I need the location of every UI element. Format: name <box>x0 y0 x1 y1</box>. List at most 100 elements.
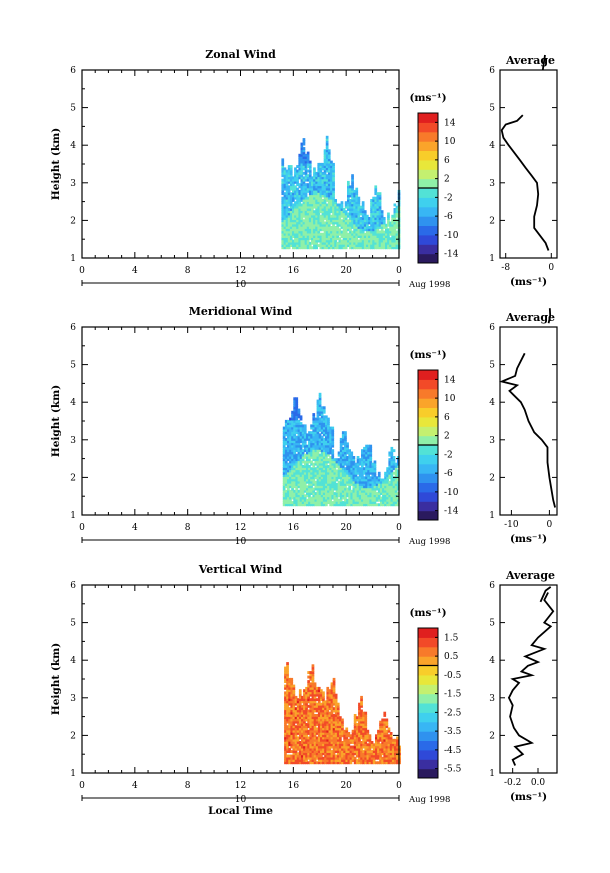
heatmap-cell <box>295 496 299 500</box>
heatmap-cell <box>320 752 323 756</box>
heatmap-cell <box>376 201 380 205</box>
heatmap-cell <box>299 469 303 473</box>
heatmap-cell <box>313 682 317 686</box>
heatmap-cell <box>319 201 323 205</box>
heatmap-cell <box>301 503 305 507</box>
x-tick-label: 20 <box>340 266 352 276</box>
heatmap-cell <box>392 487 396 491</box>
heatmap-cell <box>298 720 302 724</box>
heatmap-cell <box>294 167 297 171</box>
heatmap-cell <box>358 750 361 753</box>
heatmap-cell <box>339 458 343 462</box>
heatmap-cell <box>294 232 297 236</box>
heatmap-cell <box>294 756 298 760</box>
heatmap-cell <box>376 208 380 211</box>
heatmap-cell <box>321 205 325 209</box>
heatmap-cell <box>351 759 355 762</box>
heatmap-cell <box>380 230 384 234</box>
heatmap-cell <box>324 729 327 733</box>
heatmap-cell <box>332 680 336 683</box>
heatmap-cell <box>307 752 310 756</box>
heatmap-cell <box>362 759 365 762</box>
heatmap-cell <box>332 199 335 202</box>
heatmap-cell <box>379 732 382 735</box>
heatmap-cell <box>335 476 339 480</box>
heatmap-cell <box>309 714 313 717</box>
heatmap-cell <box>301 498 305 502</box>
heatmap-cell <box>292 217 295 220</box>
heatmap-cell <box>322 729 325 733</box>
heatmap-cell <box>373 460 377 464</box>
heatmap-cell <box>322 471 326 475</box>
heatmap-cell <box>305 750 308 753</box>
heatmap-cell <box>315 187 318 191</box>
heatmap-cell <box>294 734 298 738</box>
heatmap-cell <box>320 426 324 430</box>
heatmap-cell <box>317 185 321 189</box>
heatmap-cell <box>325 219 329 223</box>
heatmap-cell <box>351 244 354 247</box>
heatmap-cell <box>331 496 335 500</box>
heatmap-cell <box>291 483 294 486</box>
heatmap-cell <box>317 727 321 731</box>
heatmap-cell <box>323 228 327 232</box>
heatmap-cell <box>294 738 298 742</box>
heatmap-cell <box>329 487 332 491</box>
heatmap-cell <box>349 237 352 241</box>
heatmap-cell <box>293 489 296 493</box>
heatmap-cell <box>355 736 359 740</box>
heatmap-cell <box>296 736 300 740</box>
heatmap-cell <box>293 397 296 401</box>
heatmap-cell <box>391 241 394 245</box>
heatmap-cell <box>294 752 298 756</box>
heatmap-cell <box>370 230 373 234</box>
heatmap-cell <box>360 750 363 753</box>
heatmap-cell <box>387 736 391 740</box>
heatmap-cell <box>303 691 306 695</box>
heatmap-cell <box>292 723 296 726</box>
heatmap-cell <box>355 235 359 238</box>
heatmap-cell <box>354 503 358 507</box>
heatmap-cell <box>284 666 287 670</box>
heatmap-cell <box>390 451 394 455</box>
heatmap-cell <box>286 698 289 702</box>
heatmap-cell <box>328 704 332 708</box>
heatmap-cell <box>330 205 333 209</box>
heatmap-cell <box>311 673 315 677</box>
heatmap-cell <box>393 212 397 216</box>
heatmap-cell <box>372 228 375 232</box>
heatmap-cell <box>393 226 397 229</box>
heatmap-cell <box>370 244 373 247</box>
heatmap-cell <box>360 761 363 765</box>
heatmap-cell <box>307 756 310 760</box>
heatmap-cell <box>349 199 352 202</box>
heatmap-cell <box>304 244 308 247</box>
heatmap-cell <box>333 465 337 468</box>
heatmap-cell <box>302 176 306 180</box>
heatmap-cell <box>296 214 299 218</box>
heatmap-cell <box>391 741 395 744</box>
x-tick-label: 16 <box>288 781 300 791</box>
heatmap-cell <box>336 232 340 236</box>
heatmap-cell <box>365 487 368 491</box>
heatmap-cell <box>327 221 331 225</box>
heatmap-cell <box>389 232 392 236</box>
heatmap-cell <box>341 446 345 450</box>
heatmap-cell <box>308 201 312 205</box>
heatmap-cell <box>361 492 364 495</box>
heatmap-cell <box>344 449 347 453</box>
heatmap-cell <box>294 759 298 762</box>
heatmap-cell <box>301 496 305 500</box>
heatmap-cell <box>361 208 365 211</box>
heatmap-cell <box>293 501 296 504</box>
heatmap-cell <box>367 446 370 450</box>
heatmap-cell <box>396 460 400 464</box>
heatmap-cell <box>310 496 313 500</box>
heatmap-cell <box>308 469 311 473</box>
heatmap-cell <box>390 471 394 475</box>
heatmap-cell <box>284 501 288 504</box>
heatmap-cell <box>301 727 304 731</box>
heatmap-cell <box>374 237 378 241</box>
heatmap-cell <box>325 223 329 227</box>
